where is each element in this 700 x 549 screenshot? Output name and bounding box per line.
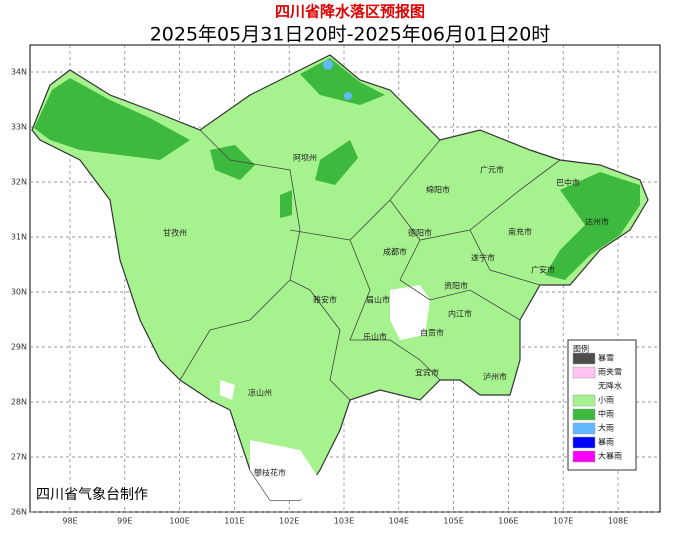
lon-label: 99E <box>117 517 132 526</box>
city-label: 乐山市 <box>363 332 387 342</box>
lon-label: 105E <box>443 517 463 526</box>
no-rain-areas <box>140 285 430 500</box>
city-label: 遂宁市 <box>471 253 495 263</box>
lon-label: 102E <box>279 517 299 526</box>
lat-label: 27N <box>11 453 27 462</box>
labels: 98E 99E 100E 101E 102E 103E 104E 105E 106E 107E 10… <box>11 68 628 526</box>
lat-label: 32N <box>11 178 27 187</box>
city-label: 泸州市 <box>483 372 507 382</box>
legend-swatch <box>573 381 595 392</box>
legend-label: 无降水 <box>598 381 622 391</box>
city-label: 雅安市 <box>313 295 337 305</box>
lat-label: 26N <box>11 508 27 517</box>
city-label: 眉山市 <box>366 295 390 305</box>
lon-label: 106E <box>498 517 518 526</box>
legend-swatch <box>572 450 596 463</box>
city-label: 巴中市 <box>556 178 580 188</box>
legend-label: 暴雨 <box>598 438 614 447</box>
legend-swatch <box>572 422 596 435</box>
lat-label: 30N <box>11 288 27 297</box>
city-label: 广元市 <box>480 165 504 175</box>
city-label: 南充市 <box>508 227 532 237</box>
heavy-rain-areas <box>323 60 352 100</box>
legend-label: 大暴雨 <box>598 451 622 461</box>
city-label: 达州市 <box>585 217 609 227</box>
legend-title: 图例 <box>573 344 589 354</box>
title: 四川省降水落区预报图 <box>275 3 425 21</box>
lon-label: 101E <box>224 517 244 526</box>
city-label: 自贡市 <box>420 328 444 338</box>
legend-swatch <box>572 352 596 365</box>
legend-label: 雨夹雪 <box>598 367 622 377</box>
moderate-rain-areas <box>34 58 640 280</box>
lon-label: 100E <box>169 517 189 526</box>
city-label: 德阳市 <box>408 228 432 238</box>
lat-label: 31N <box>11 233 27 242</box>
legend-label: 大雨 <box>598 423 614 433</box>
city-label: 绵阳市 <box>426 185 450 195</box>
city-borders <box>179 129 561 401</box>
lon-label: 103E <box>334 517 354 526</box>
city-label: 攀枝花市 <box>254 468 286 478</box>
lon-label: 107E <box>553 517 573 526</box>
lon-label: 104E <box>389 517 409 526</box>
credit: 四川省气象台制作 <box>36 487 148 503</box>
lon-label: 98E <box>62 517 77 526</box>
lon-label: 108E <box>608 517 628 526</box>
legend-label: 暴雪 <box>598 354 614 363</box>
legend-label: 小雨 <box>598 396 614 405</box>
lat-label: 28N <box>11 398 27 407</box>
credit-box <box>33 484 175 506</box>
lat-label: 33N <box>11 123 27 132</box>
lat-label: 34N <box>11 68 27 77</box>
legend-swatch <box>572 366 596 379</box>
city-label: 广安市 <box>531 265 555 275</box>
legend-swatch <box>572 408 596 421</box>
subtitle: 2025年05月31日20时-2025年06月01日20时 <box>150 24 551 46</box>
city-label: 资阳市 <box>444 281 468 291</box>
legend-label: 中雨 <box>598 409 614 419</box>
lat-label: 29N <box>11 343 27 352</box>
legend-swatch <box>572 394 596 407</box>
city-label: 宜宾市 <box>415 368 439 378</box>
city-label: 凉山州 <box>248 388 272 398</box>
city-label: 甘孜州 <box>163 228 187 238</box>
city-label: 内江市 <box>448 309 472 319</box>
city-label: 成都市 <box>383 247 407 257</box>
city-label: 阿坝州 <box>293 154 317 163</box>
legend-swatch <box>572 436 596 449</box>
